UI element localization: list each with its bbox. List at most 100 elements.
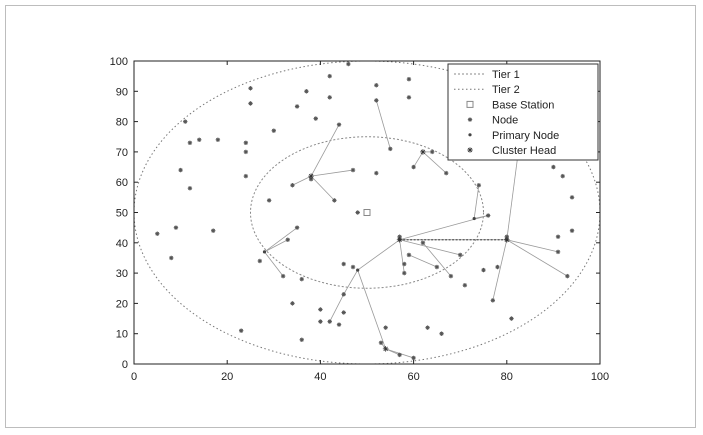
cluster-head-point (308, 173, 314, 179)
node-point (197, 137, 202, 142)
node-point (243, 173, 249, 179)
node-point (341, 292, 346, 297)
node-point (476, 183, 482, 188)
node-point (350, 167, 356, 173)
node-point (327, 95, 332, 100)
x-tick-label: 20 (221, 371, 233, 383)
node-point (406, 252, 412, 258)
node-point (332, 198, 337, 203)
node-point (420, 240, 426, 245)
node-point (504, 234, 509, 239)
node-point (211, 228, 216, 233)
node-point (327, 319, 332, 324)
node-point (183, 119, 188, 124)
y-tick-label: 50 (116, 208, 128, 220)
node-point (411, 164, 416, 170)
x-tick-label: 40 (314, 371, 326, 383)
link-line (506, 239, 568, 277)
node-point (569, 195, 575, 200)
legend: Tier 1 Tier 2 Base Station Node Primary Node… (447, 63, 599, 161)
cluster-head-point (504, 236, 510, 243)
node-point (406, 76, 412, 82)
link-line (375, 100, 391, 149)
node-point (378, 340, 384, 345)
node-point (448, 273, 454, 279)
node-point (266, 198, 272, 203)
link-line (264, 239, 288, 253)
link-line (473, 185, 480, 219)
node-point (243, 149, 249, 155)
node-point (439, 331, 444, 336)
y-tick-label: 40 (116, 238, 128, 250)
node-point (155, 231, 160, 236)
node-point (402, 261, 407, 267)
primary-node-point (472, 216, 476, 221)
node-point (509, 316, 514, 321)
link-line (506, 239, 559, 253)
link-line (264, 227, 298, 253)
node-point (336, 122, 342, 127)
node-point (485, 213, 491, 218)
node-point (402, 270, 407, 276)
x-tick-label: 100 (591, 371, 609, 383)
node-point (462, 283, 468, 288)
node-point (481, 267, 486, 273)
node-point (313, 116, 318, 121)
y-tick-label: 90 (116, 86, 128, 98)
node-point (257, 258, 263, 264)
node-point (434, 264, 440, 270)
node-point (565, 273, 570, 279)
node-point (285, 237, 290, 242)
scatter-plot: 0 20 40 60 80 100 0 10 20 30 40 50 60 70 80 90 100 Tier 1… (110, 56, 610, 383)
y-tick-label: 10 (116, 329, 128, 341)
y-tick-label: 0 (122, 359, 128, 371)
link-line (357, 269, 387, 349)
legend-swatch (467, 117, 473, 122)
node-point (294, 104, 300, 109)
node-point (304, 89, 309, 94)
node-point (187, 140, 193, 146)
node-point (411, 355, 416, 361)
x-tick-label: 80 (501, 371, 513, 383)
link-line (422, 151, 447, 174)
node-point (374, 98, 379, 103)
link-line (264, 251, 284, 277)
node-point (555, 249, 561, 255)
node-point (490, 298, 496, 303)
legend-box (447, 63, 599, 161)
node-point (569, 228, 575, 233)
node-point (425, 325, 430, 330)
legend-label: Node (492, 115, 518, 127)
node-point (318, 319, 323, 324)
node-point (341, 261, 346, 267)
node-point (294, 225, 300, 230)
node-point (350, 264, 356, 270)
node-point (374, 83, 379, 88)
cluster-head-point (396, 236, 403, 243)
node-point (346, 61, 351, 67)
cluster-head-point (420, 149, 426, 155)
node-point (551, 164, 556, 170)
node-point (280, 273, 286, 279)
link-line (399, 239, 405, 274)
node-point (243, 140, 249, 146)
node-point (374, 170, 379, 176)
link-line (408, 254, 438, 268)
node-point (169, 255, 174, 261)
tier1-boundary (250, 136, 484, 289)
node-point (299, 337, 304, 342)
link-line (474, 215, 489, 219)
node-point (388, 146, 393, 152)
node-point (430, 149, 435, 155)
link-line (310, 124, 340, 177)
base-station-marker (363, 209, 371, 216)
node-point (290, 301, 295, 306)
node-point (318, 307, 323, 312)
node-point (560, 173, 565, 179)
link-line (399, 239, 461, 256)
node-point (327, 73, 332, 79)
primary-node-point (356, 268, 360, 272)
node-point (178, 167, 183, 173)
node-point (173, 225, 179, 230)
node-point (406, 95, 412, 100)
